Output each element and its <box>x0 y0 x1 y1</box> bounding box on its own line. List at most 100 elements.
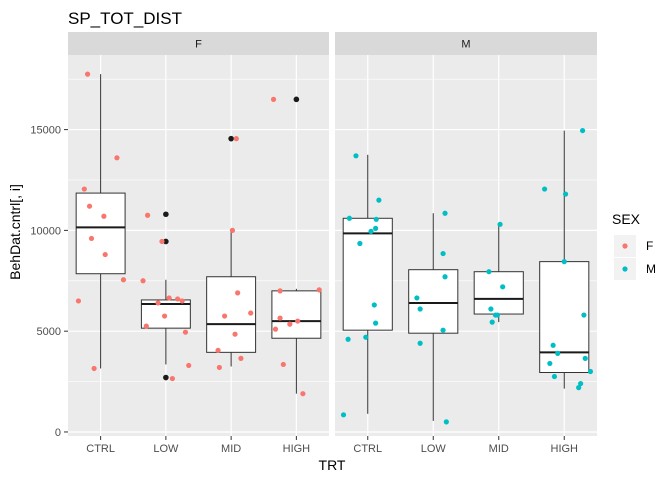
legend-label-m: M <box>646 262 656 276</box>
data-point <box>102 251 108 258</box>
data-point <box>561 259 567 265</box>
data-point <box>179 298 185 304</box>
x-tick-label: MID <box>221 443 241 455</box>
data-point <box>270 96 277 102</box>
data-point <box>140 278 146 284</box>
box-high <box>539 130 590 389</box>
x-axis: CTRL LOW MID HIGH CTRL LOW MID HIGH <box>86 436 578 455</box>
data-point <box>272 326 279 332</box>
data-point <box>550 342 556 348</box>
data-point <box>368 228 374 234</box>
box-iqr <box>408 269 459 334</box>
box-iqr <box>206 276 257 353</box>
data-point <box>582 355 588 361</box>
data-point <box>489 319 495 325</box>
box-iqr <box>75 192 126 275</box>
data-point <box>75 298 82 304</box>
data-point <box>440 250 446 257</box>
data-point <box>373 216 379 222</box>
y-tick-label: 15000 <box>30 125 61 137</box>
x-tick-label: CTRL <box>86 443 115 455</box>
data-point <box>280 361 286 368</box>
data-point <box>166 295 172 301</box>
data-point <box>417 306 423 312</box>
data-point <box>91 365 97 372</box>
data-point <box>562 191 569 197</box>
box-iqr <box>342 217 393 331</box>
data-point <box>494 312 501 318</box>
data-point <box>159 238 165 245</box>
data-point <box>371 302 377 308</box>
data-point <box>277 288 283 294</box>
data-point <box>222 313 228 319</box>
outlier-point <box>163 211 169 218</box>
data-point <box>287 321 293 327</box>
data-point <box>145 212 151 218</box>
data-point <box>232 331 238 337</box>
box-low <box>408 213 459 421</box>
data-point <box>340 412 347 418</box>
data-point <box>587 368 594 375</box>
data-point <box>114 155 120 161</box>
data-point <box>345 336 351 342</box>
outlier-point <box>228 135 234 142</box>
x-tick-label: HIGH <box>283 443 311 455</box>
legend-title: SEX <box>612 211 641 227</box>
data-point <box>169 375 175 382</box>
x-axis-title: TRT <box>319 457 346 473</box>
data-point <box>235 290 241 296</box>
box-ctrl <box>75 74 126 369</box>
data-point <box>186 362 192 369</box>
x-tick-label: LOW <box>421 443 447 455</box>
data-point <box>440 327 446 333</box>
chart-title: SP_TOT_DIST <box>68 9 182 28</box>
data-point <box>155 300 161 306</box>
x-tick-label: CTRL <box>353 443 382 455</box>
data-point <box>143 323 149 329</box>
outlier-point <box>163 374 169 381</box>
data-point <box>373 225 379 231</box>
data-point <box>346 215 353 221</box>
data-point <box>376 197 382 203</box>
data-point <box>300 391 306 397</box>
box-iqr <box>271 290 322 339</box>
data-point <box>277 315 283 321</box>
box-iqr <box>539 261 590 373</box>
data-point <box>500 284 506 290</box>
data-point <box>414 295 420 301</box>
box-ctrl <box>342 154 393 414</box>
data-point <box>101 213 107 219</box>
data-point <box>161 313 168 319</box>
facet-strip <box>68 32 329 55</box>
data-point <box>215 347 221 353</box>
facet-panel-f: F <box>68 32 329 436</box>
data-point <box>488 306 494 312</box>
data-point <box>547 360 553 367</box>
legend: SEX FM <box>612 211 656 280</box>
data-point <box>216 364 222 371</box>
y-tick-label: 5000 <box>37 326 61 338</box>
y-tick-label: 10000 <box>30 225 61 237</box>
data-point <box>229 227 236 233</box>
data-point <box>551 373 558 380</box>
legend-swatch-f <box>622 243 628 249</box>
data-point <box>175 296 181 302</box>
box-mid <box>206 135 257 367</box>
data-point <box>497 221 503 227</box>
y-axis: 0 5000 10000 15000 <box>30 125 68 439</box>
legend-swatch-m <box>622 266 628 272</box>
data-point <box>357 240 363 247</box>
outlier-point <box>163 238 169 245</box>
data-point <box>120 277 127 283</box>
data-point <box>373 320 379 326</box>
data-point <box>442 274 448 280</box>
legend-label-f: F <box>646 239 653 253</box>
data-point <box>486 269 492 275</box>
x-tick-label: LOW <box>153 443 179 455</box>
data-point <box>542 186 548 192</box>
data-point <box>417 340 423 346</box>
data-point <box>576 385 582 391</box>
x-tick-label: MID <box>489 443 509 455</box>
y-tick-label: 0 <box>55 427 61 439</box>
